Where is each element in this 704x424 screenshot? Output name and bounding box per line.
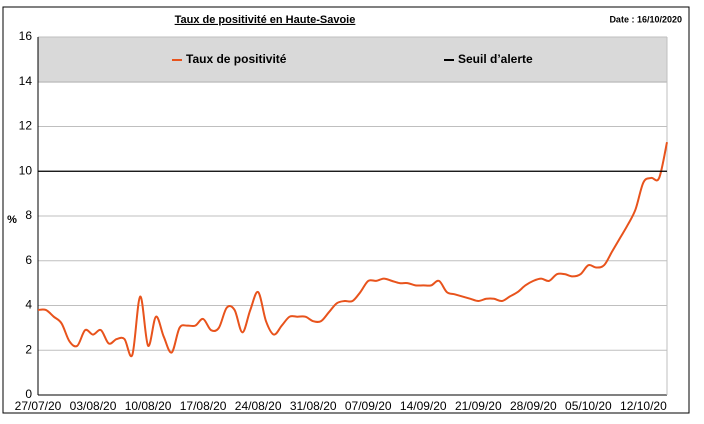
- x-tick-label: 07/09/20: [345, 399, 392, 413]
- y-tick-label: 6: [25, 253, 32, 267]
- x-tick-label: 03/08/20: [70, 399, 117, 413]
- x-tick-label: 14/09/20: [400, 399, 447, 413]
- series-line: [37, 141, 668, 358]
- legend-label: Taux de positivité: [186, 52, 287, 66]
- y-axis-label: %: [7, 214, 17, 226]
- chart-title: Taux de positivité en Haute-Savoie: [175, 14, 356, 26]
- legend-band: [38, 37, 667, 83]
- y-tick-label: 4: [25, 298, 32, 312]
- y-tick-label: 2: [25, 342, 32, 356]
- y-tick-label: 16: [19, 29, 33, 43]
- x-tick-label: 27/07/20: [15, 399, 62, 413]
- y-tick-label: 12: [19, 119, 33, 133]
- y-tick-label: 0: [25, 387, 32, 401]
- legend-label: Seuil d’alerte: [458, 52, 533, 66]
- x-tick-label: 21/09/20: [455, 399, 502, 413]
- y-tick-label: 8: [25, 208, 32, 222]
- x-tick-label: 28/09/20: [510, 399, 557, 413]
- x-tick-label: 10/08/20: [125, 399, 172, 413]
- chart-date: Date : 16/10/2020: [609, 14, 682, 24]
- x-tick-label: 24/08/20: [235, 399, 282, 413]
- x-tick-label: 12/10/20: [620, 399, 667, 413]
- x-tick-label: 17/08/20: [180, 399, 227, 413]
- y-tick-label: 10: [19, 163, 33, 177]
- x-tick-label: 05/10/20: [565, 399, 612, 413]
- y-tick-label: 14: [19, 74, 33, 88]
- x-tick-label: 31/08/20: [290, 399, 337, 413]
